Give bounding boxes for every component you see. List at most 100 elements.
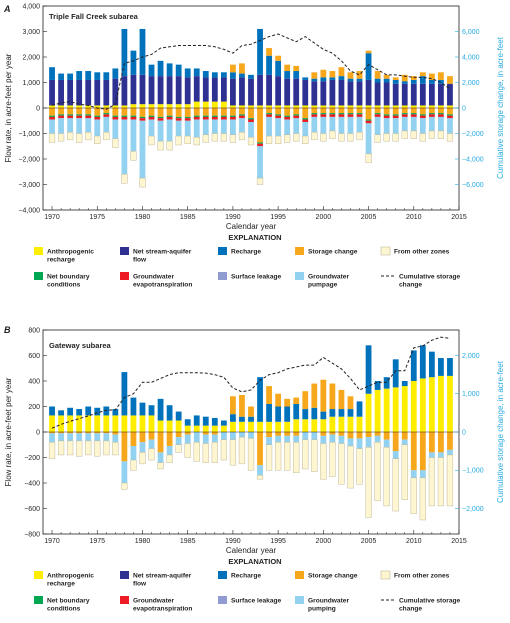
bar-storage_change_neg-1970 [49,432,55,434]
bar-groundwater_evapotranspiration-2008 [392,115,399,119]
bar-groundwater_evapotranspiration-1987 [202,116,209,120]
bar-net_boundary_conditions-1999 [311,113,318,115]
bar-net_stream_aquifer_flow-1996 [284,78,291,106]
bar-anthropogenic_recharge-1978 [121,415,128,432]
bar-recharge-1976 [103,72,110,80]
bar-from_other_zones-1979 [130,151,137,161]
bar-net_stream_aquifer_flow-2004 [356,81,363,106]
y2-tick-label: 4,000 [462,54,480,61]
bar-groundwater_pumpage-1979 [130,446,137,461]
bar-groundwater_pumpage-1997 [293,435,300,443]
bar-recharge-1985 [184,419,191,426]
bar-groundwater_evapotranspiration-1980 [139,118,146,121]
bar-anthropogenic_recharge-1973 [76,105,83,108]
bar-net_boundary_conditions-1974 [85,114,92,116]
bar-recharge-2002 [338,76,345,80]
y-tick-label: −800 [24,531,40,538]
bar-groundwater_pumpage-1980 [139,120,146,179]
bar-from_other_zones-1972 [67,132,74,141]
y-tick-label: −3,000 [18,182,40,189]
bar-groundwater_pumpage-1972 [67,433,74,441]
bar-recharge-2004 [356,78,363,82]
bar-groundwater_pumpage-1994 [266,116,272,137]
y2-tick-label: −2,000 [462,506,484,513]
bar-groundwater_pumpage-2005 [365,437,372,448]
bar-storage_change-2002 [338,389,345,410]
legend-label: Groundwater [308,598,349,605]
bar-net_boundary_conditions-2014 [447,114,453,116]
bar-anthropogenic_recharge-2006 [374,389,381,432]
bar-net_boundary_conditions-1994 [266,113,272,115]
legend-label: recharge [47,581,75,588]
bar-storage_change_neg-2005 [365,432,372,438]
bar-from_other_zones-2000 [320,443,327,480]
bar-storage_change_neg-1996 [284,432,291,436]
bar-groundwater_evapotranspiration-1986 [193,116,200,120]
bar-net_stream_aquifer_flow-2001 [329,79,336,106]
bar-groundwater_pumpage-1993 [257,465,263,476]
bar-storage_change_neg-1993 [257,432,263,466]
bar-net_boundary_conditions-1984 [175,116,182,119]
legend-swatch [218,596,227,604]
bar-storage_change_neg-2011 [419,432,426,471]
y2-tick-label: −4,000 [462,156,484,163]
bar-storage_change_neg-1971 [58,432,64,434]
bar-recharge-1981 [148,405,155,416]
bar-storage_change-2000 [320,69,327,78]
bar-groundwater_pumpage-1979 [130,119,137,152]
bar-groundwater_pumpage-1988 [211,434,218,443]
bar-anthropogenic_recharge-2001 [329,416,336,432]
chart-panel-a: −4,000 −3,000 −2,000 −1,000 0 1,000 2,000 3,000… [3,3,505,231]
legend-label: conditions [47,606,81,613]
bar-storage_change_neg-2014 [447,432,453,450]
legend-heading: EXPLANATION [228,233,281,242]
bar-net_stream_aquifer_flow-1998 [302,79,309,106]
bar-from_other_zones-1999 [311,439,318,472]
bar-from_other_zones-2009 [401,444,408,500]
bar-storage_change_neg-1982 [157,432,164,453]
bar-recharge-2008 [392,359,399,388]
bar-groundwater_evapotranspiration-1989 [220,116,227,120]
x-tick-label: 1995 [270,214,286,221]
bar-storage_change_neg-2012 [428,432,435,453]
bar-from_other_zones-1984 [175,444,182,453]
y-tick-label: −4,000 [18,207,40,214]
bar-from_other_zones-2001 [329,130,336,139]
bar-from_other_zones-1996 [284,134,291,143]
bar-storage_change_neg-1987 [202,432,209,435]
bar-net_boundary_conditions-1988 [211,115,218,117]
bar-anthropogenic_recharge-1996 [284,421,291,432]
legend-label: Groundwater [133,274,174,281]
legend-label: Net boundary [47,598,90,605]
bar-storage_change-2008 [392,77,399,80]
bar-from_other_zones-1977 [112,442,119,456]
x-tick-label: 1975 [89,214,105,221]
bar-from_other_zones-1988 [211,442,218,463]
bars [48,345,454,521]
bar-groundwater_evapotranspiration-2014 [447,115,453,119]
bar-from_other_zones-1988 [211,133,218,142]
panel-title: Gateway subarea [49,341,112,350]
bar-storage_change-1998 [302,391,309,410]
bar-recharge-1971 [58,73,64,80]
bar-groundwater_pumpage-2000 [320,116,327,134]
bar-anthropogenic_recharge-1972 [67,415,74,432]
bar-anthropogenic_recharge-1978 [121,105,128,108]
bar-net_stream_aquifer_flow-1978 [121,76,128,106]
bar-storage_change_neg-1992 [248,108,254,119]
bar-groundwater_evapotranspiration-2005 [365,120,372,124]
bar-from_other_zones-1989 [220,439,227,461]
bar-recharge-1980 [139,28,146,75]
bar-storage_change_neg-2001 [329,108,336,114]
bar-groundwater_evapotranspiration-1982 [157,118,164,121]
y-tick-label: 800 [28,327,40,334]
bar-anthropogenic_recharge-1979 [130,415,137,432]
bar-from_other_zones-2014 [446,133,454,142]
bar-from_other_zones-2005 [365,447,372,518]
bar-storage_change_neg-2004 [356,108,363,114]
y-tick-label: 400 [28,378,40,385]
bar-storage_change-1995 [275,55,282,61]
bar-net_stream_aquifer_flow-2010 [410,83,417,106]
